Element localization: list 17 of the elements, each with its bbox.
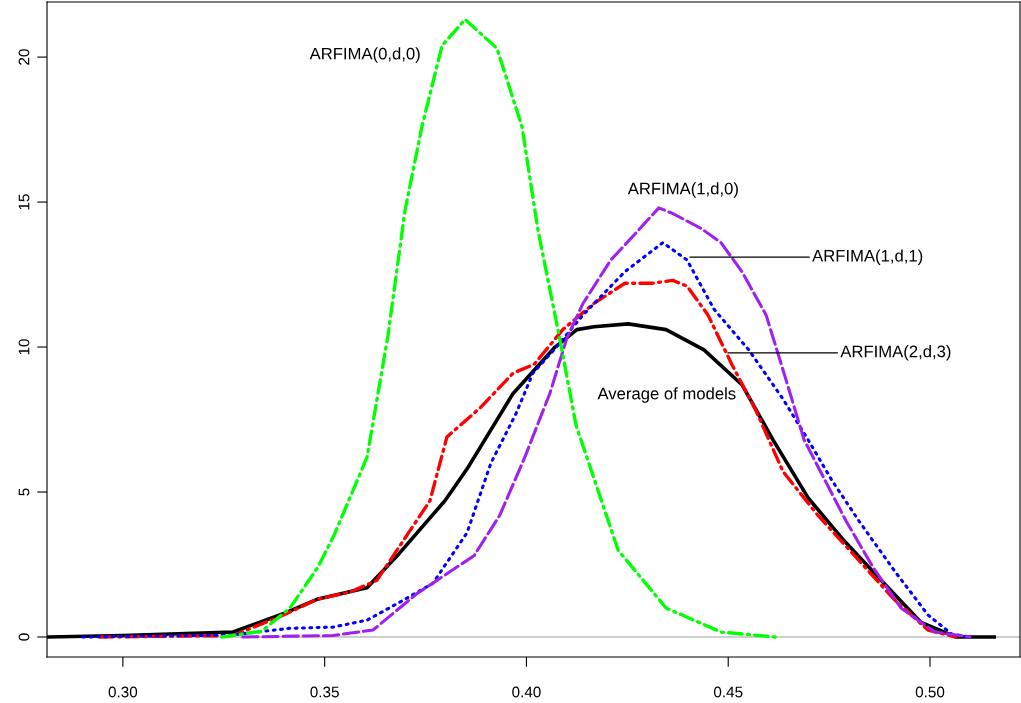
y-tick-label: 5 [18,488,30,496]
line-series [241,206,972,639]
annotation: ARFIMA(1,d,1) [812,249,923,265]
x-tick-label: 0.40 [512,686,541,698]
annotation: ARFIMA(0,d,0) [309,47,420,63]
x-tick-label: 0.50 [915,686,945,698]
y-tick-label: 10 [18,339,30,355]
y-tick-label: 0 [18,633,30,641]
x-tick-label: 0.35 [310,686,339,698]
annotation: Average of models [597,387,736,403]
line-series [220,17,777,639]
y-tick-label: 15 [18,194,30,210]
x-tick-label: 0.45 [713,686,743,698]
x-tick-label: 0.30 [108,686,138,698]
annotation: ARFIMA(2,d,3) [840,345,951,361]
y-tick-label: 20 [18,49,30,65]
annotation: ARFIMA(1,d,0) [627,182,738,198]
